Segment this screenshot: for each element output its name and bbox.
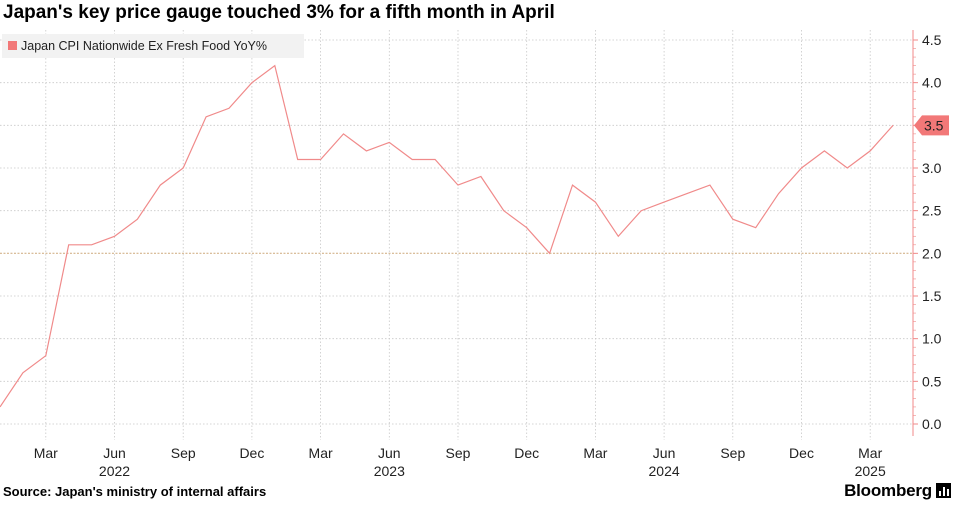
horizontal-gridlines: [0, 39, 913, 425]
legend-background: [2, 34, 304, 58]
x-tick-label: Sep: [720, 445, 745, 461]
x-tick-label: Jun: [103, 445, 126, 461]
y-tick-labels: 0.0 0.5 1.0 1.5 2.0 2.5 3.0 3.5 4.0 4.5: [922, 32, 942, 432]
y-tick-label: 2.0: [922, 245, 942, 261]
bloomberg-bars-icon: [936, 483, 951, 498]
x-tick-label: Sep: [446, 445, 471, 461]
x-tick-label: Mar: [34, 445, 58, 461]
x-tick-label: Jun: [653, 445, 676, 461]
y-axis: [912, 30, 918, 436]
x-tick-label: Mar: [309, 445, 333, 461]
last-value-label: 3.5: [924, 117, 944, 133]
y-tick-label: 2.5: [922, 203, 942, 219]
source-note: Source: Japan's ministry of internal aff…: [3, 484, 267, 499]
legend-swatch: [8, 41, 17, 50]
y-tick-label: 4.0: [922, 75, 942, 91]
x-tick-label: Dec: [239, 445, 264, 461]
x-tick-label: Mar: [858, 445, 882, 461]
y-tick-label: 1.5: [922, 288, 942, 304]
series-line: [0, 64, 894, 408]
x-tick-label: Sep: [171, 445, 196, 461]
year-label: 2023: [374, 463, 405, 479]
x-tick-label: Jun: [378, 445, 401, 461]
x-tick-label: Dec: [789, 445, 814, 461]
year-label: 2025: [855, 463, 886, 479]
y-tick-label: 1.0: [922, 331, 942, 347]
year-labels: 2022 2023 2024 2025: [99, 463, 886, 479]
brand-logo: Bloomberg: [844, 481, 951, 501]
year-label: 2024: [649, 463, 680, 479]
x-tick-label: Mar: [583, 445, 607, 461]
last-value-marker: 3.5: [914, 115, 949, 136]
x-tick-labels: Mar Jun Sep Dec Mar Jun Sep Dec Mar Jun Sep Dec Mar: [34, 445, 883, 461]
brand-name: Bloomberg: [844, 481, 932, 500]
legend: Japan CPI Nationwide Ex Fresh Food YoY%: [2, 34, 304, 58]
vertical-gridlines: [45, 30, 871, 440]
y-tick-label: 0.0: [922, 416, 942, 432]
year-label: 2022: [99, 463, 130, 479]
x-tick-label: Dec: [514, 445, 539, 461]
last-value-pointer: [914, 115, 949, 136]
y-tick-label: 4.5: [922, 32, 942, 48]
legend-label: Japan CPI Nationwide Ex Fresh Food YoY%: [21, 39, 267, 53]
y-tick-label: 0.5: [922, 373, 942, 389]
chart-title: Japan's key price gauge touched 3% for a…: [3, 2, 555, 23]
y-tick-label: 3.0: [922, 160, 942, 176]
